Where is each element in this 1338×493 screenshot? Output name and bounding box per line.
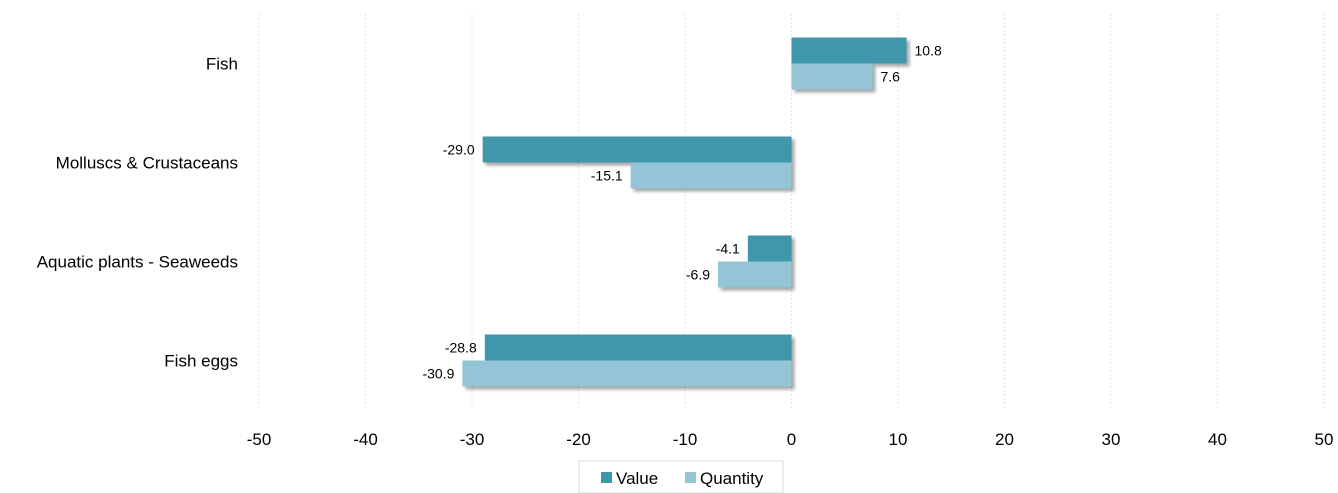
category-label: Aquatic plants - Seaweeds (37, 253, 238, 272)
x-tick-label: 0 (787, 430, 796, 449)
legend-swatch-value (601, 472, 612, 483)
legend-swatch-quantity (685, 472, 696, 483)
legend-label: Quantity (700, 469, 764, 488)
legend: Value Quantity (578, 460, 784, 493)
category-label: Fish (206, 55, 238, 74)
x-tick-label: 50 (1315, 430, 1334, 449)
data-label: -4.1 (716, 241, 740, 257)
bars (462, 37, 907, 387)
x-tick-label: 10 (889, 430, 908, 449)
x-tick-label: -30 (460, 430, 485, 449)
bar-quantity (630, 162, 792, 189)
data-label: -15.1 (591, 168, 623, 184)
x-tick-label: 30 (1102, 430, 1121, 449)
data-label: 10.8 (915, 43, 942, 59)
x-tick-label: -40 (353, 430, 378, 449)
bar-quantity (791, 63, 873, 90)
x-tick-label: -50 (247, 430, 272, 449)
data-label: -29.0 (443, 142, 475, 158)
bar-quantity (462, 360, 792, 387)
x-tick-label: -20 (566, 430, 591, 449)
data-label: -6.9 (686, 267, 710, 283)
category-labels: Fish Molluscs & Crustaceans Aquatic plants… (37, 55, 238, 371)
legend-box (578, 460, 784, 493)
bar-value (482, 136, 792, 163)
bar-quantity (718, 261, 792, 288)
data-label: -30.9 (422, 366, 454, 382)
category-label: Fish eggs (164, 352, 238, 371)
bar-value (484, 334, 792, 361)
x-tick-label: 20 (995, 430, 1014, 449)
x-tick-label: -10 (673, 430, 698, 449)
x-axis-tick-labels: -50 -40 -30 -20 -10 0 10 20 30 40 50 (247, 430, 1334, 449)
data-label: -28.8 (445, 340, 477, 356)
data-label: 7.6 (880, 69, 900, 85)
bar-value (747, 235, 792, 262)
bar-value (791, 37, 907, 64)
category-label: Molluscs & Crustaceans (56, 154, 238, 173)
data-labels: 10.8 -29.0 -4.1 -28.8 7.6 -15.1 -6.9 -30.9 (422, 43, 941, 382)
legend-label: Value (616, 469, 658, 488)
x-tick-label: 40 (1208, 430, 1227, 449)
